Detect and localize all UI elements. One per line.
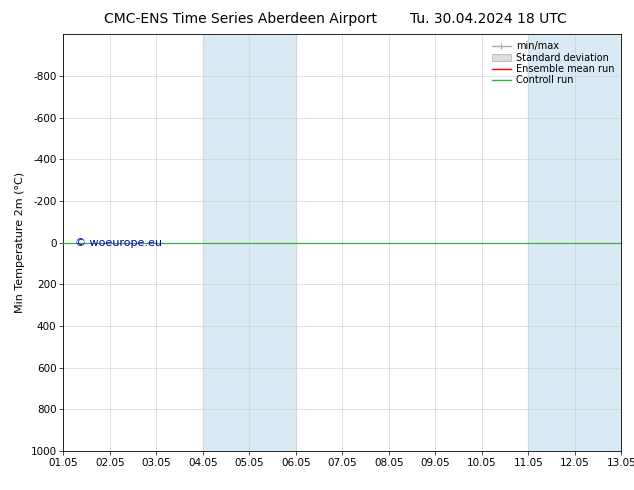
Text: CMC-ENS Time Series Aberdeen Airport: CMC-ENS Time Series Aberdeen Airport [105,12,377,26]
Legend: min/max, Standard deviation, Ensemble mean run, Controll run: min/max, Standard deviation, Ensemble me… [489,39,616,87]
Text: Tu. 30.04.2024 18 UTC: Tu. 30.04.2024 18 UTC [410,12,567,26]
Y-axis label: Min Temperature 2m (°C): Min Temperature 2m (°C) [15,172,25,313]
Bar [203,34,296,451]
Text: © woeurope.eu: © woeurope.eu [75,238,162,247]
Bar [528,34,621,451]
